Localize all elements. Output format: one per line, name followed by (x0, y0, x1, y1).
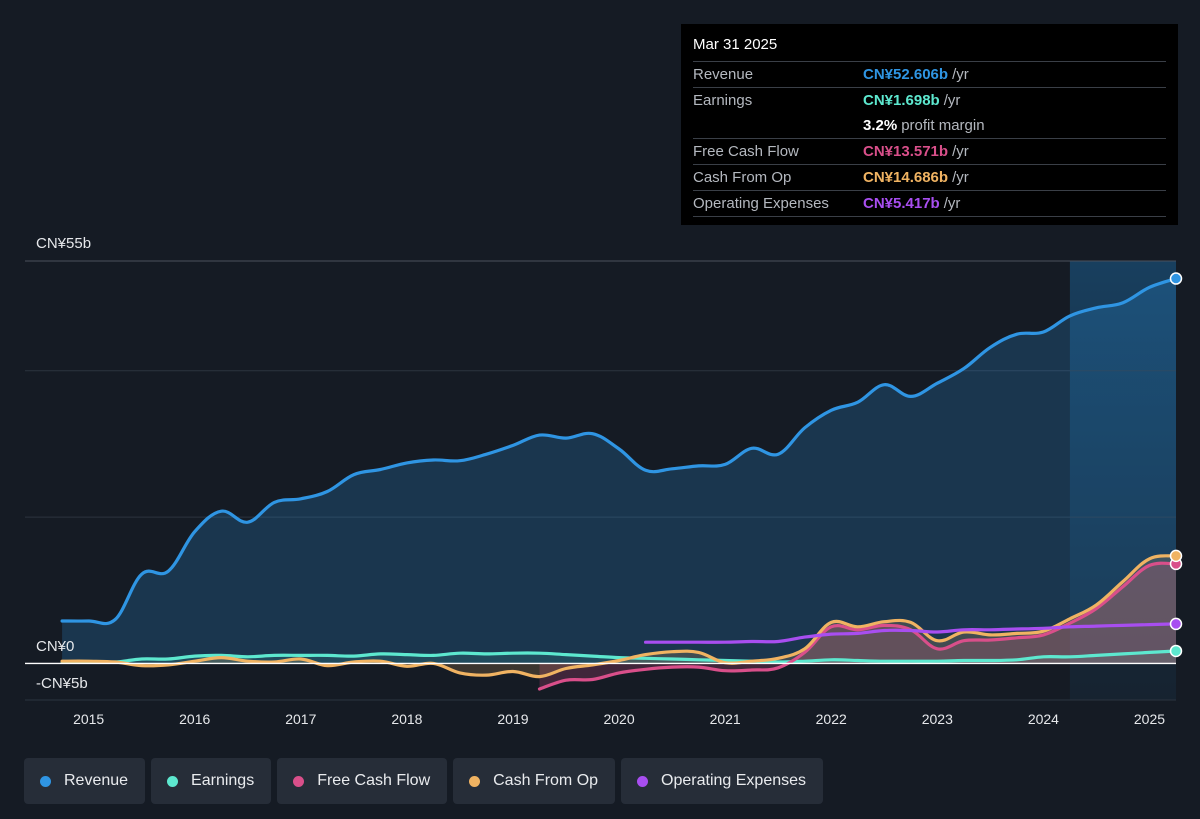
legend-label: Free Cash Flow (317, 772, 431, 789)
legend-dot-icon (167, 775, 179, 787)
line-earnings (60, 649, 1178, 664)
tooltip-value: CN¥13.571b (863, 143, 949, 160)
legend-item-cash-from-op[interactable]: Cash From Op (453, 758, 616, 804)
tooltip-row-free-cash-flow: Free Cash Flow CN¥13.571b /yr (693, 138, 1166, 164)
tooltip-row-cash-from-op: Cash From Op CN¥14.686b /yr (693, 164, 1166, 190)
x-tick-label: 2015 (73, 711, 104, 727)
legend-dot-icon (40, 775, 51, 787)
x-tick-label: 2017 (285, 711, 316, 727)
tooltip-row-operating-expenses: Operating Expenses CN¥5.417b /yr (693, 190, 1166, 217)
end-marker-cash-from-op (1169, 549, 1183, 563)
line-cash-from-op (60, 554, 1178, 679)
legend-label: Cash From Op (493, 772, 599, 789)
tooltip-unit: /yr (952, 143, 969, 160)
tooltip-unit: profit margin (901, 117, 985, 134)
tooltip-unit: /yr (943, 195, 961, 212)
tooltip-panel: Mar 31 2025 Revenue CN¥52.606b /yr Earni… (681, 24, 1178, 225)
legend-item-free-cash-flow[interactable]: Free Cash Flow (277, 758, 448, 804)
tooltip-row-profit-margin: 3.2% profit margin (693, 113, 1166, 138)
legend: Revenue Earnings Free Cash Flow Cash Fro… (24, 758, 824, 804)
marker-layer (1169, 272, 1183, 658)
legend-label: Earnings (191, 772, 255, 789)
legend-label: Operating Expenses (661, 772, 807, 789)
x-tick-label: 2016 (179, 711, 210, 727)
tooltip-label: Earnings (693, 92, 753, 109)
tooltip-value: CN¥5.417b (863, 195, 940, 212)
area-cash-from-op (62, 555, 1177, 677)
x-tick-label: 2025 (1134, 711, 1165, 727)
x-tick-label: 2020 (603, 711, 634, 727)
x-tick-label: 2023 (922, 711, 953, 727)
y-tick-label-top: CN¥55b (36, 235, 91, 252)
tooltip-unit: /yr (952, 169, 969, 186)
tooltip-value: 3.2% (863, 117, 898, 134)
tooltip-label: Free Cash Flow (693, 143, 799, 160)
tooltip-label: Cash From Op (693, 169, 792, 186)
legend-label: Revenue (64, 772, 129, 789)
tooltip-label: Revenue (693, 66, 754, 83)
end-marker-revenue (1169, 272, 1183, 285)
x-tick-label: 2019 (497, 711, 528, 727)
x-tick-label: 2022 (816, 711, 847, 727)
end-marker-operating-expenses (1169, 617, 1183, 631)
end-marker-earnings (1169, 644, 1183, 658)
tooltip-value: CN¥52.606b (863, 66, 949, 83)
legend-dot-icon (637, 775, 649, 787)
tooltip-date: Mar 31 2025 (693, 36, 778, 53)
x-tick-label: 2021 (710, 711, 741, 727)
area-earnings (62, 651, 1177, 664)
legend-dot-icon (293, 775, 305, 787)
tooltip-rows: Revenue CN¥52.606b /yr Earnings CN¥1.698… (693, 61, 1166, 217)
x-tick-label: 2018 (391, 711, 422, 727)
tooltip-row-earnings: Earnings CN¥1.698b /yr (693, 87, 1166, 113)
y-axis-labels: CN¥55b CN¥0 -CN¥5b (36, 235, 91, 692)
tooltip-value: CN¥1.698b (863, 92, 940, 109)
x-tick-label: 2024 (1028, 711, 1059, 727)
area-free-cash-flow (539, 563, 1176, 689)
grid-layer (25, 260, 1176, 701)
y-tick-label-zero: CN¥0 (36, 638, 74, 655)
area-revenue (62, 278, 1177, 664)
tooltip-unit: /yr (943, 92, 961, 109)
legend-item-operating-expenses[interactable]: Operating Expenses (621, 758, 824, 804)
legend-item-earnings[interactable]: Earnings (151, 758, 272, 804)
x-axis-labels: 2015 2016 2017 2018 2019 2020 2021 2022 2023 2024… (73, 711, 1165, 727)
line-revenue (60, 277, 1178, 626)
line-operating-expenses (644, 622, 1178, 644)
y-tick-label-bottom: -CN¥5b (36, 675, 88, 692)
tooltip-value: CN¥14.686b (863, 169, 949, 186)
tooltip-unit: /yr (952, 66, 969, 83)
legend-dot-icon (469, 775, 481, 787)
tooltip-row-revenue: Revenue CN¥52.606b /yr (693, 61, 1166, 87)
line-layer (25, 277, 1178, 691)
tooltip-label: Operating Expenses (693, 195, 829, 212)
line-free-cash-flow (537, 561, 1178, 691)
area-layer (62, 278, 1177, 689)
legend-item-revenue[interactable]: Revenue (24, 758, 146, 804)
